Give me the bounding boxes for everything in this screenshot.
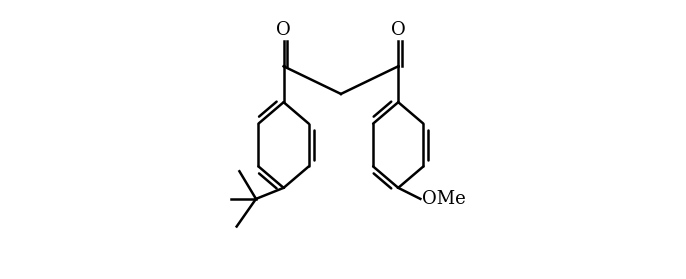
Text: O: O	[276, 21, 291, 39]
Text: OMe: OMe	[422, 190, 466, 208]
Text: O: O	[391, 21, 405, 39]
